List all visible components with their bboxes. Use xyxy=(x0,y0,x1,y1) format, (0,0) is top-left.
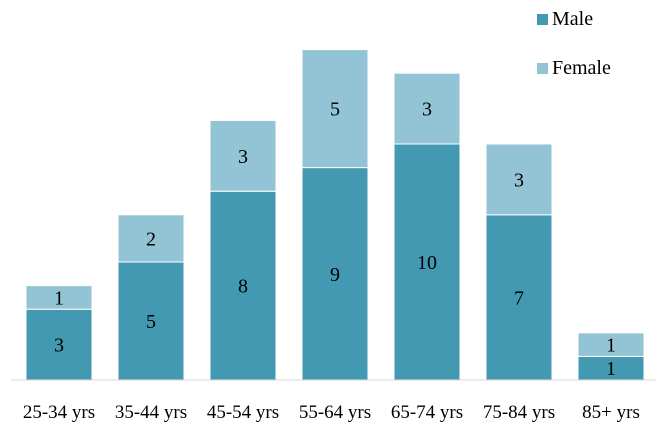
bar-female-5 xyxy=(393,72,461,145)
legend-label-female: Female xyxy=(552,57,611,79)
value-label-male-5: 10 xyxy=(417,252,437,274)
bar-male-1 xyxy=(25,308,93,381)
value-label-male-1: 3 xyxy=(54,335,64,357)
value-label-female-4: 5 xyxy=(330,99,340,121)
legend-swatch-male xyxy=(537,14,548,25)
legend-item-male: Male xyxy=(537,8,593,31)
value-label-male-4: 9 xyxy=(330,264,340,286)
x-tick-label-7: 85+ yrs xyxy=(582,402,640,423)
legend-swatch-female xyxy=(537,63,548,74)
bar-male-3 xyxy=(209,190,277,381)
value-label-female-7: 1 xyxy=(606,335,616,357)
x-tick-label-5: 65-74 yrs xyxy=(391,402,463,423)
value-label-female-2: 2 xyxy=(146,228,156,250)
x-tick-label-6: 75-84 yrs xyxy=(483,402,555,423)
bar-female-7 xyxy=(577,332,645,357)
bar-female-3 xyxy=(209,119,277,192)
bar-female-4 xyxy=(301,49,369,169)
bar-male-5 xyxy=(393,143,461,381)
value-label-male-7: 1 xyxy=(606,358,616,380)
bar-male-6 xyxy=(485,214,553,381)
value-label-female-3: 3 xyxy=(238,146,248,168)
bars-group xyxy=(25,49,645,381)
legend-label-male: Male xyxy=(552,8,594,30)
x-tick-label-3: 45-54 yrs xyxy=(207,402,279,423)
x-tick-label-2: 35-44 yrs xyxy=(115,402,187,423)
value-label-female-6: 3 xyxy=(514,169,524,191)
bar-female-1 xyxy=(25,285,93,310)
value-label-male-6: 7 xyxy=(514,287,524,309)
legend-item-female: Female xyxy=(537,57,611,80)
x-tick-label-1: 25-34 yrs xyxy=(23,402,95,423)
value-label-female-5: 3 xyxy=(422,99,432,121)
x-tick-label-4: 55-64 yrs xyxy=(299,402,371,423)
value-label-male-3: 8 xyxy=(238,276,248,298)
value-label-male-2: 5 xyxy=(146,311,156,333)
bar-female-6 xyxy=(485,143,553,216)
x-tick-labels-group: 25-34 yrs 35-44 yrs 45-54 yrs 55-64 yrs 65-7… xyxy=(23,402,640,423)
bar-female-2 xyxy=(117,214,185,263)
value-label-female-1: 1 xyxy=(54,287,64,309)
